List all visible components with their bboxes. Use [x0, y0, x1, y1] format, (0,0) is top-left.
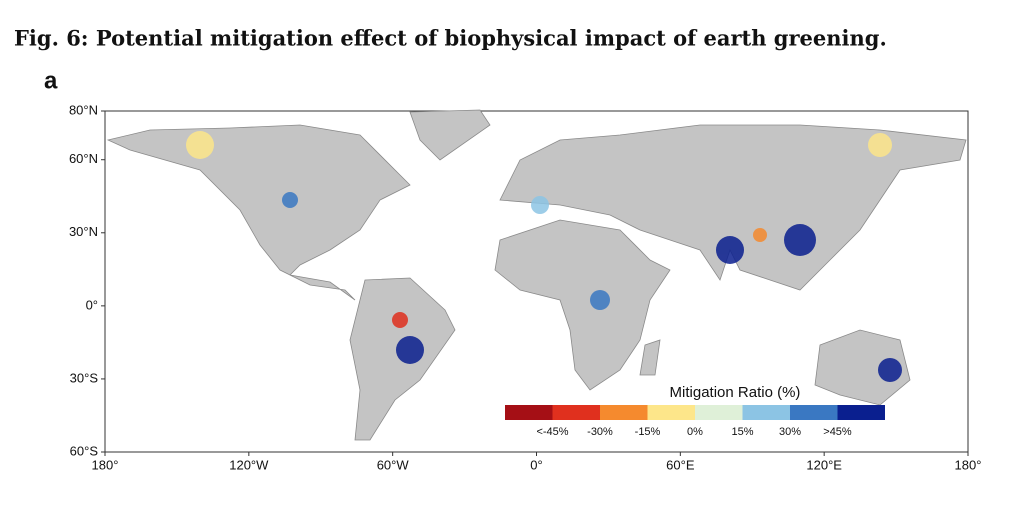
y-tick-label: 60°S — [70, 443, 99, 458]
x-tick-label: 0° — [530, 457, 542, 472]
legend-label: <-45% — [536, 426, 568, 438]
figure-title: Fig. 6: Potential mitigation effect of b… — [14, 26, 887, 51]
x-tick-label: 180° — [92, 457, 119, 472]
x-tick-label: 60°E — [666, 457, 695, 472]
legend-swatch — [647, 405, 695, 420]
legend-label: >45% — [823, 426, 852, 438]
y-tick-label: 60°N — [69, 151, 98, 166]
legend-label: -30% — [587, 426, 613, 438]
x-tick-label: 180° — [955, 457, 982, 472]
x-tick-label: 120°W — [229, 457, 269, 472]
legend-swatch — [742, 405, 790, 420]
legend-swatch — [600, 405, 648, 420]
ratio-patches — [186, 131, 902, 382]
legend-label: 30% — [779, 426, 801, 438]
legend-swatch — [837, 405, 885, 420]
legend-label: 0% — [687, 426, 703, 438]
y-tick-label: 80°N — [69, 102, 98, 117]
x-tick-label: 120°E — [806, 457, 842, 472]
y-tick-label: 30°N — [69, 224, 98, 239]
legend-title: Mitigation Ratio (%) — [670, 384, 801, 401]
panel-label: a — [44, 67, 58, 94]
legend-label: -15% — [635, 426, 661, 438]
x-tick-label: 60°W — [377, 457, 410, 472]
legend-label: 15% — [731, 426, 753, 438]
legend-swatch — [552, 405, 600, 420]
legend-swatch — [790, 405, 838, 420]
y-tick-label: 0° — [86, 297, 98, 312]
legend-swatch — [695, 405, 743, 420]
y-tick-label: 30°S — [70, 370, 99, 385]
legend-swatch — [505, 405, 553, 420]
